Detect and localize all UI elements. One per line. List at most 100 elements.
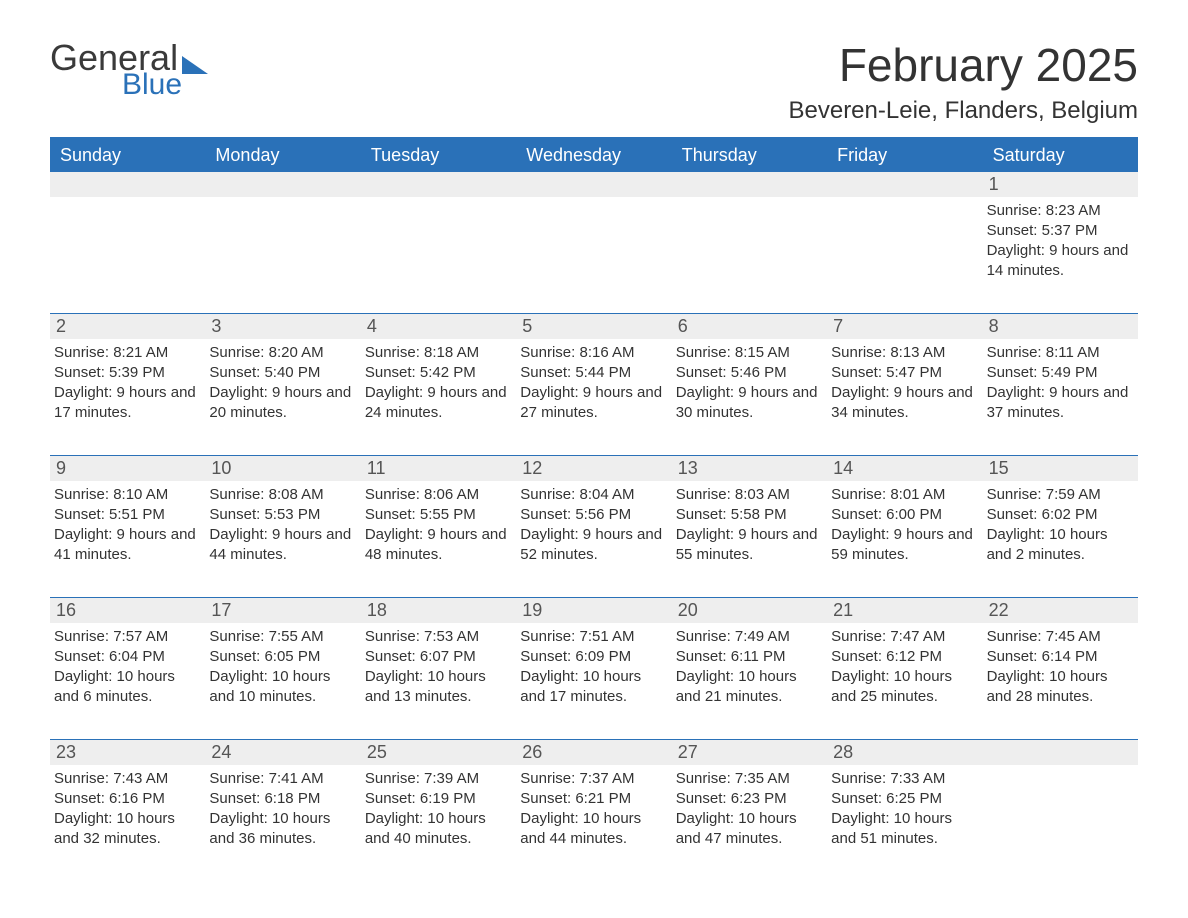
sunrise-text: Sunrise: 7:53 AM [365,627,508,647]
sunrise-text: Sunrise: 7:39 AM [365,769,508,789]
sunset-text: Sunset: 5:49 PM [987,363,1130,383]
week-row: 1 Sunrise: 8:23 AMSunset: 5:37 PMDaylight… [50,172,1138,297]
sunset-text: Sunset: 5:42 PM [365,363,508,383]
day-cell: Sunrise: 8:01 AMSunset: 6:00 PMDaylight:… [827,481,982,581]
week-row: 9101112131415Sunrise: 8:10 AMSunset: 5:5… [50,455,1138,581]
day-number: 10 [205,456,360,481]
daylight-text: Daylight: 10 hours and 6 minutes. [54,667,197,708]
day-cell [50,197,205,297]
daylight-text: Daylight: 9 hours and 37 minutes. [987,383,1130,424]
sunrise-text: Sunrise: 7:57 AM [54,627,197,647]
day-number: 17 [205,598,360,623]
sunset-text: Sunset: 5:56 PM [520,505,663,525]
daylight-text: Daylight: 10 hours and 13 minutes. [365,667,508,708]
day-number [672,172,827,197]
week-row: 2345678Sunrise: 8:21 AMSunset: 5:39 PMDa… [50,313,1138,439]
sunrise-text: Sunrise: 8:04 AM [520,485,663,505]
day-number: 5 [516,314,671,339]
sunset-text: Sunset: 5:55 PM [365,505,508,525]
day-cell: Sunrise: 7:53 AMSunset: 6:07 PMDaylight:… [361,623,516,723]
sunset-text: Sunset: 5:44 PM [520,363,663,383]
day-number: 27 [672,740,827,765]
week-row: 232425262728Sunrise: 7:43 AMSunset: 6:16… [50,739,1138,865]
weekday-header: Tuesday [361,139,516,172]
sunrise-text: Sunrise: 7:55 AM [209,627,352,647]
day-cell: Sunrise: 7:51 AMSunset: 6:09 PMDaylight:… [516,623,671,723]
day-number [50,172,205,197]
day-number: 22 [983,598,1138,623]
day-number: 8 [983,314,1138,339]
day-number-row: 2345678 [50,314,1138,339]
daylight-text: Daylight: 10 hours and 40 minutes. [365,809,508,850]
day-cell: Sunrise: 7:43 AMSunset: 6:16 PMDaylight:… [50,765,205,865]
day-number: 24 [205,740,360,765]
daylight-text: Daylight: 9 hours and 20 minutes. [209,383,352,424]
sunrise-text: Sunrise: 7:59 AM [987,485,1130,505]
daylight-text: Daylight: 9 hours and 30 minutes. [676,383,819,424]
day-number: 25 [361,740,516,765]
sunset-text: Sunset: 5:40 PM [209,363,352,383]
sunset-text: Sunset: 6:21 PM [520,789,663,809]
day-cell: Sunrise: 8:11 AMSunset: 5:49 PMDaylight:… [983,339,1138,439]
sunrise-text: Sunrise: 8:15 AM [676,343,819,363]
header: General Blue February 2025 Beveren-Leie,… [50,40,1138,125]
day-cell: Sunrise: 8:21 AMSunset: 5:39 PMDaylight:… [50,339,205,439]
sunrise-text: Sunrise: 8:20 AM [209,343,352,363]
daylight-text: Daylight: 9 hours and 14 minutes. [987,241,1130,282]
day-cell: Sunrise: 8:03 AMSunset: 5:58 PMDaylight:… [672,481,827,581]
day-number: 4 [361,314,516,339]
sunset-text: Sunset: 6:00 PM [831,505,974,525]
daylight-text: Daylight: 9 hours and 59 minutes. [831,525,974,566]
sunset-text: Sunset: 5:51 PM [54,505,197,525]
sunset-text: Sunset: 5:37 PM [987,221,1130,241]
location: Beveren-Leie, Flanders, Belgium [788,97,1138,125]
day-cell: Sunrise: 8:06 AMSunset: 5:55 PMDaylight:… [361,481,516,581]
weekday-header: Thursday [672,139,827,172]
sunrise-text: Sunrise: 7:43 AM [54,769,197,789]
sunset-text: Sunset: 6:19 PM [365,789,508,809]
daylight-text: Daylight: 10 hours and 10 minutes. [209,667,352,708]
day-cell: Sunrise: 7:37 AMSunset: 6:21 PMDaylight:… [516,765,671,865]
day-cell: Sunrise: 8:15 AMSunset: 5:46 PMDaylight:… [672,339,827,439]
sunrise-text: Sunrise: 8:23 AM [987,201,1130,221]
sunset-text: Sunset: 5:39 PM [54,363,197,383]
day-number: 14 [827,456,982,481]
day-cell: Sunrise: 8:13 AMSunset: 5:47 PMDaylight:… [827,339,982,439]
day-cell: Sunrise: 7:55 AMSunset: 6:05 PMDaylight:… [205,623,360,723]
sunrise-text: Sunrise: 7:37 AM [520,769,663,789]
logo-text-blue: Blue [122,70,208,100]
weekday-header: Sunday [50,139,205,172]
sunset-text: Sunset: 6:11 PM [676,647,819,667]
logo-flag-icon [182,56,208,74]
sunrise-text: Sunrise: 7:41 AM [209,769,352,789]
sunset-text: Sunset: 6:25 PM [831,789,974,809]
day-cell [361,197,516,297]
day-cell: Sunrise: 7:35 AMSunset: 6:23 PMDaylight:… [672,765,827,865]
day-number: 21 [827,598,982,623]
sunrise-text: Sunrise: 7:51 AM [520,627,663,647]
day-cell: Sunrise: 8:10 AMSunset: 5:51 PMDaylight:… [50,481,205,581]
calendar: SundayMondayTuesdayWednesdayThursdayFrid… [50,137,1138,865]
sunset-text: Sunset: 6:12 PM [831,647,974,667]
daylight-text: Daylight: 9 hours and 34 minutes. [831,383,974,424]
day-number: 18 [361,598,516,623]
weekday-header-row: SundayMondayTuesdayWednesdayThursdayFrid… [50,139,1138,172]
week-row: 16171819202122Sunrise: 7:57 AMSunset: 6:… [50,597,1138,723]
day-number: 19 [516,598,671,623]
sunset-text: Sunset: 5:46 PM [676,363,819,383]
day-cell [827,197,982,297]
sunrise-text: Sunrise: 7:47 AM [831,627,974,647]
day-number: 11 [361,456,516,481]
sunrise-text: Sunrise: 8:01 AM [831,485,974,505]
sunrise-text: Sunrise: 8:16 AM [520,343,663,363]
day-cell: Sunrise: 8:08 AMSunset: 5:53 PMDaylight:… [205,481,360,581]
day-cell: Sunrise: 8:20 AMSunset: 5:40 PMDaylight:… [205,339,360,439]
daylight-text: Daylight: 10 hours and 36 minutes. [209,809,352,850]
day-number-row: 1 [50,172,1138,197]
sunrise-text: Sunrise: 7:33 AM [831,769,974,789]
daylight-text: Daylight: 10 hours and 17 minutes. [520,667,663,708]
day-cell: Sunrise: 7:41 AMSunset: 6:18 PMDaylight:… [205,765,360,865]
day-number: 12 [516,456,671,481]
month-title: February 2025 [788,40,1138,91]
day-number [983,740,1138,765]
